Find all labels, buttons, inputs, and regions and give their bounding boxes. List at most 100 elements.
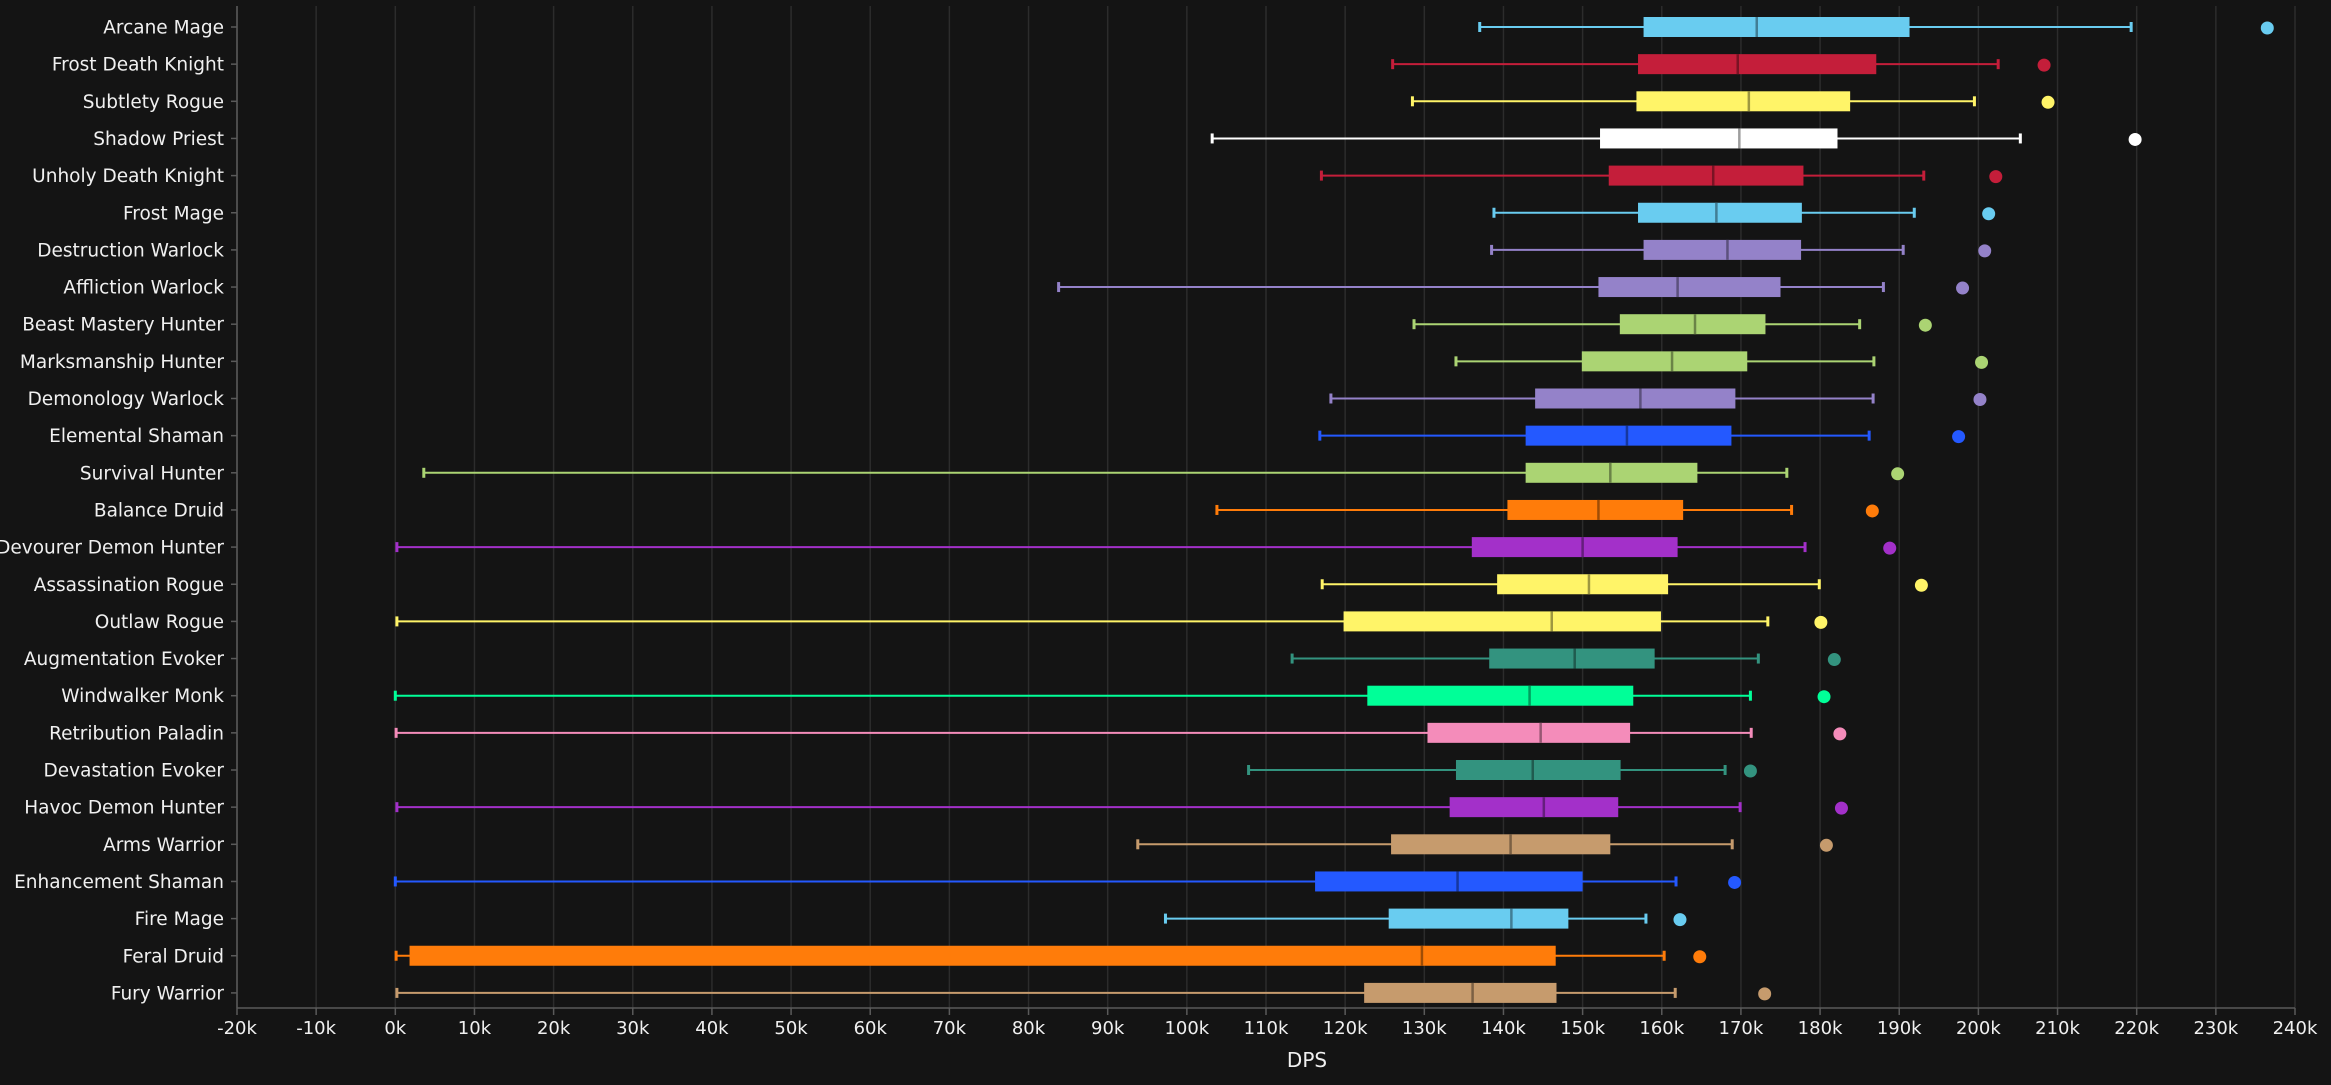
box-row [1320, 574, 1928, 595]
iqr-box [1315, 871, 1583, 892]
category-label: Frost Mage [123, 203, 224, 224]
iqr-box [1598, 277, 1781, 298]
box-row [394, 722, 1847, 743]
outlier-point [1817, 690, 1831, 704]
x-axis-title: DPS [1287, 1048, 1327, 1072]
x-tick-label: 10k [458, 1018, 492, 1039]
x-tick-label: 130k [1402, 1018, 1447, 1039]
category-label: Havoc Demon Hunter [24, 798, 224, 819]
outlier-point [1891, 467, 1905, 481]
category-label: Demonology Warlock [28, 389, 225, 410]
outlier-point [1982, 207, 1996, 221]
iqr-box [1600, 128, 1838, 149]
x-tick-label: 180k [1798, 1018, 1843, 1039]
category-label: Elemental Shaman [49, 426, 224, 447]
axis-layer: -20k -10k 0k 10k 20k 30k 40k 50k 60k 70k 80k 90k 100… [217, 6, 2318, 1039]
box-row [1412, 314, 1932, 335]
category-label: Devourer Demon Hunter [0, 538, 224, 559]
outlier-point [1989, 170, 2003, 184]
iqr-box [1535, 388, 1736, 409]
category-label: Retribution Paladin [49, 723, 224, 744]
x-tick-label: 170k [1719, 1018, 1764, 1039]
category-label: Beast Mastery Hunter [22, 315, 224, 336]
box-row [395, 537, 1897, 558]
box-row [1136, 834, 1833, 855]
iqr-box [1364, 982, 1557, 1003]
iqr-box [1388, 908, 1569, 929]
box-row [422, 462, 1905, 483]
iqr-box [1581, 351, 1748, 372]
outlier-point [1834, 801, 1848, 815]
category-label: Destruction Warlock [37, 240, 224, 261]
box-row [1490, 239, 1992, 260]
x-tick-label: 60k [854, 1018, 888, 1039]
x-tick-label: 70k [933, 1018, 967, 1039]
category-label: Subtlety Rogue [83, 92, 224, 113]
iqr-box [1489, 648, 1655, 669]
x-tick-label: 210k [2035, 1018, 2080, 1039]
outlier-point [1728, 875, 1742, 889]
category-label: Devastation Evoker [44, 761, 225, 782]
iqr-box [1619, 314, 1766, 335]
outlier-point [1819, 838, 1833, 852]
box-row [1454, 351, 1989, 372]
category-label: Affliction Warlock [63, 278, 224, 299]
x-tick-label: 190k [1877, 1018, 1922, 1039]
x-tick-label: 150k [1560, 1018, 1605, 1039]
box-row [1210, 128, 2142, 149]
plot-layer [393, 17, 2274, 1003]
outlier-point [1918, 318, 1932, 332]
category-label: Survival Hunter [80, 463, 224, 484]
box-row [1247, 760, 1757, 780]
category-label: Assassination Rogue [34, 575, 224, 596]
box-row [1057, 277, 1970, 298]
outlier-point [2041, 95, 2055, 109]
category-label: Fury Warrior [111, 983, 225, 1004]
iqr-box [1507, 499, 1684, 520]
iqr-box [1471, 537, 1678, 558]
category-label: Windwalker Monk [61, 686, 224, 707]
box-row [395, 982, 1772, 1003]
iqr-box [1638, 202, 1802, 223]
grid-layer [236, 6, 2296, 1008]
iqr-box [1643, 239, 1802, 260]
x-tick-label: 220k [2114, 1018, 2159, 1039]
outlier-point [1956, 281, 1970, 295]
category-label: Frost Death Knight [52, 55, 224, 76]
iqr-box [1636, 91, 1851, 112]
iqr-box [1455, 760, 1621, 780]
outlier-point [1973, 393, 1987, 406]
box-row [1410, 91, 2055, 112]
category-label: Outlaw Rogue [95, 612, 224, 633]
x-tick-label: -20k [217, 1018, 257, 1039]
x-tick-label: 230k [2193, 1018, 2238, 1039]
x-tick-label: 160k [1639, 1018, 1684, 1039]
category-label: Feral Druid [123, 946, 224, 967]
category-label: Unholy Death Knight [32, 166, 224, 187]
iqr-box [1343, 611, 1661, 632]
box-row [1215, 499, 1879, 520]
outlier-point [1758, 987, 1772, 1001]
box-row [1329, 388, 1987, 409]
category-label: Marksmanship Hunter [20, 352, 224, 373]
x-tick-label: 50k [774, 1018, 808, 1039]
category-label: Shadow Priest [93, 129, 224, 150]
x-tick-label: 140k [1481, 1018, 1526, 1039]
box-row [395, 611, 1828, 632]
x-tick-label: 30k [616, 1018, 650, 1039]
outlier-point [1833, 727, 1847, 741]
outlier-point [1914, 578, 1928, 592]
iqr-box [1367, 685, 1634, 706]
box-row [1492, 202, 1996, 223]
outlier-point [1865, 504, 1879, 518]
category-label: Fire Mage [135, 909, 224, 930]
box-row [393, 871, 1742, 892]
iqr-box [1608, 165, 1804, 186]
x-tick-label: 120k [1323, 1018, 1368, 1039]
box-row [393, 685, 1831, 706]
outlier-point [1827, 653, 1841, 667]
box-row [395, 797, 1848, 818]
x-tick-label: 240k [2273, 1018, 2318, 1039]
box-row [1319, 165, 2003, 186]
